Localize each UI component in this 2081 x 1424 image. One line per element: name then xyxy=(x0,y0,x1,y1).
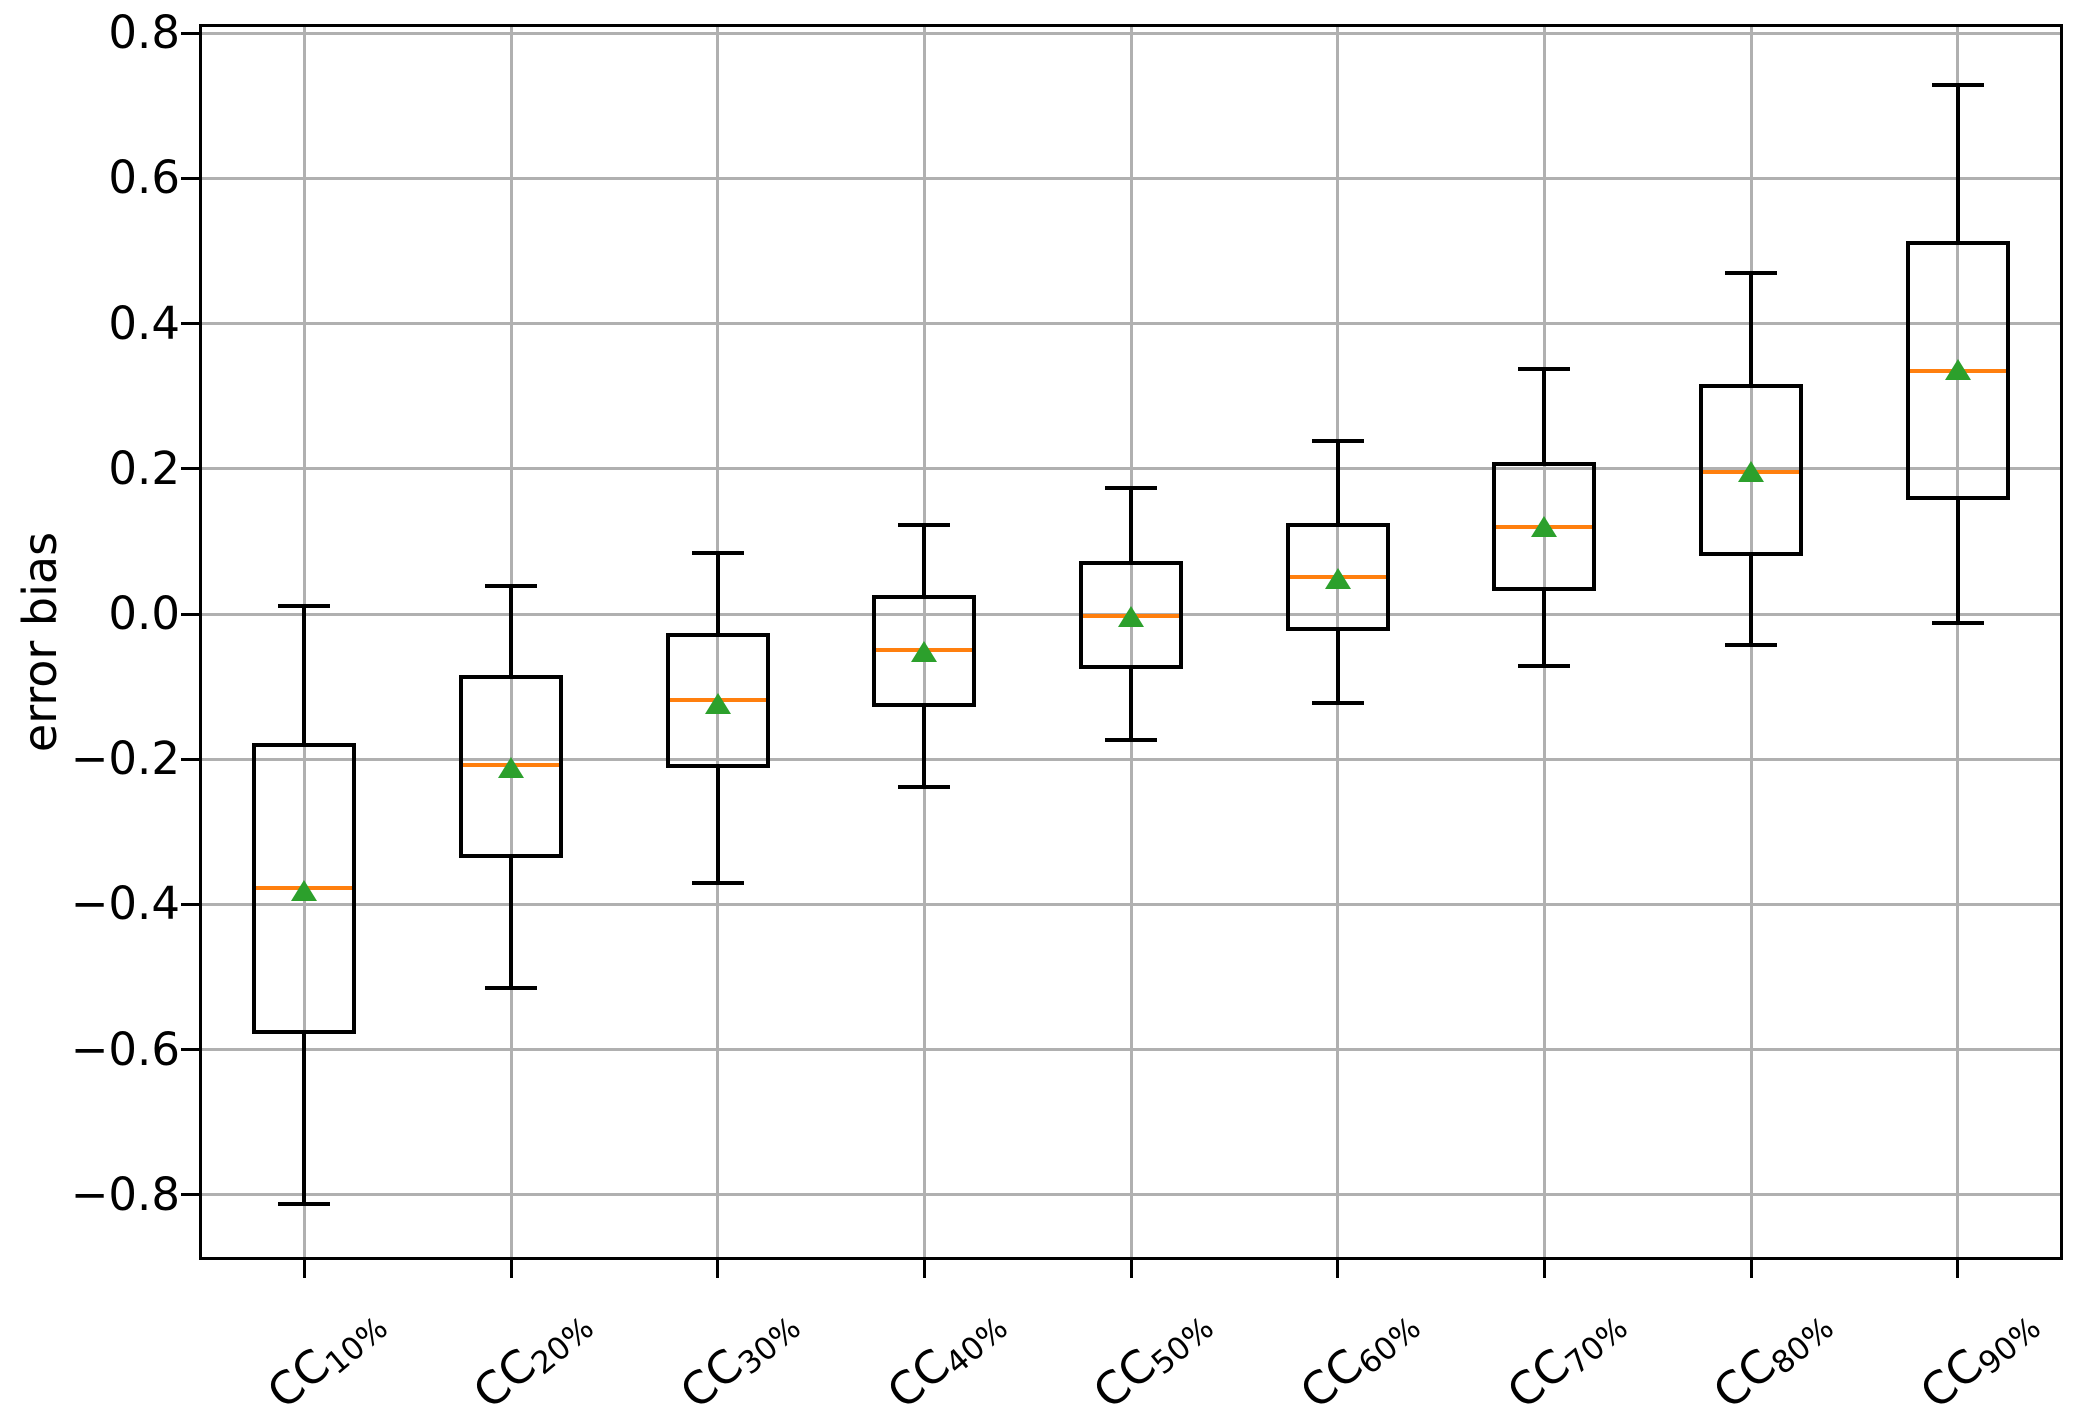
y-tickmark xyxy=(181,757,201,761)
box-CC80%-upper-cap xyxy=(1725,270,1777,275)
x-tick-label-text: CC60% xyxy=(1290,1310,1428,1420)
box-CC40%-upper-whisker xyxy=(922,525,927,598)
y-tick-label: 0.4 xyxy=(108,296,180,350)
box-CC50%-mean-marker xyxy=(1118,606,1144,628)
axis-spine-bottom xyxy=(199,1257,2063,1260)
x-tick-label-text: CC40% xyxy=(876,1310,1015,1420)
box-CC70%-lower-whisker xyxy=(1542,589,1547,666)
box-CC60%-iqr-box xyxy=(1285,523,1390,632)
box-CC60%-upper-whisker xyxy=(1335,441,1340,526)
box-CC10%-iqr-box xyxy=(252,742,357,1035)
box-CC10%-lower-whisker xyxy=(302,1032,307,1205)
x-tick-label-text: CC50% xyxy=(1083,1310,1222,1420)
x-tick-label-text: CC90% xyxy=(1910,1310,2048,1420)
y-tickmark xyxy=(181,902,201,906)
box-CC80%-lower-cap xyxy=(1725,642,1777,647)
box-CC70%-iqr-box xyxy=(1492,461,1597,592)
box-CC30%-iqr-box xyxy=(665,633,770,768)
box-CC60%-upper-cap xyxy=(1311,439,1364,444)
box-CC30%-upper-whisker xyxy=(715,553,720,636)
box-CC10%-lower-cap xyxy=(278,1202,331,1207)
y-tickmark xyxy=(181,322,201,326)
x-tick-label-text: CC70% xyxy=(1496,1310,1635,1420)
box-CC70%-upper-cap xyxy=(1518,366,1571,371)
box-CC50%-iqr-box xyxy=(1079,560,1183,670)
x-tickmark xyxy=(302,1258,306,1278)
box-CC50%-lower-cap xyxy=(1105,738,1157,743)
axis-spine-right xyxy=(2060,24,2063,1260)
y-tickmark xyxy=(181,612,201,616)
box-CC70%-lower-cap xyxy=(1518,663,1571,668)
y-tickmark xyxy=(181,176,201,180)
x-tick-label-text: CC10% xyxy=(256,1310,395,1420)
box-CC10%-upper-whisker xyxy=(302,606,307,745)
y-tickmark xyxy=(181,467,201,471)
x-tick-label-text: CC30% xyxy=(670,1310,808,1420)
x-tickmark xyxy=(716,1258,720,1278)
axis-spine-left xyxy=(199,24,202,1260)
y-tick-label: −0.2 xyxy=(70,732,180,786)
y-tick-label: 0.0 xyxy=(108,587,180,641)
box-CC30%-lower-whisker xyxy=(715,765,720,884)
y-tick-label: 0.8 xyxy=(108,6,180,60)
box-CC10%-mean-marker xyxy=(291,879,318,901)
x-tickmark xyxy=(922,1258,926,1278)
box-CC70%-upper-whisker xyxy=(1542,368,1547,464)
box-CC40%-mean-marker xyxy=(911,641,938,663)
y-tick-label: 0.2 xyxy=(108,441,180,495)
box-CC50%-upper-cap xyxy=(1105,485,1157,490)
box-CC20%-upper-cap xyxy=(485,583,537,588)
box-CC60%-lower-cap xyxy=(1311,700,1364,705)
box-CC20%-iqr-box xyxy=(459,675,563,858)
box-CC20%-lower-cap xyxy=(485,985,537,990)
y-tick-label: −0.8 xyxy=(70,1167,180,1221)
box-CC40%-upper-cap xyxy=(898,523,951,528)
box-CC90%-lower-whisker xyxy=(1955,497,1960,623)
box-CC30%-upper-cap xyxy=(691,551,744,556)
x-tickmark xyxy=(1336,1258,1340,1278)
y-tick-label: 0.6 xyxy=(108,151,180,205)
x-tick-label-text: CC20% xyxy=(463,1310,602,1420)
axis-spine-top xyxy=(199,24,2063,27)
box-CC20%-lower-whisker xyxy=(509,855,513,988)
box-CC50%-upper-whisker xyxy=(1129,487,1133,563)
box-CC40%-lower-cap xyxy=(898,784,951,789)
box-CC50%-lower-whisker xyxy=(1129,667,1133,741)
box-CC90%-upper-whisker xyxy=(1955,84,1960,244)
x-gridline xyxy=(1129,26,1133,1258)
box-CC30%-lower-cap xyxy=(691,881,744,886)
x-tickmark xyxy=(509,1258,513,1278)
box-CC90%-lower-cap xyxy=(1931,620,1984,625)
y-tick-label: −0.4 xyxy=(70,877,180,931)
box-CC40%-iqr-box xyxy=(872,595,977,707)
box-CC80%-upper-whisker xyxy=(1749,272,1753,387)
x-tickmark xyxy=(1542,1258,1546,1278)
x-tickmark xyxy=(1129,1258,1133,1278)
box-CC80%-mean-marker xyxy=(1738,461,1764,483)
box-CC40%-lower-whisker xyxy=(922,704,927,787)
box-CC70%-mean-marker xyxy=(1531,516,1558,538)
x-tickmark xyxy=(1749,1258,1753,1278)
box-CC90%-iqr-box xyxy=(1905,241,2010,500)
x-gridline xyxy=(716,26,720,1258)
box-CC60%-mean-marker xyxy=(1324,567,1351,589)
box-CC90%-upper-cap xyxy=(1931,82,1984,87)
box-CC90%-mean-marker xyxy=(1944,359,1971,381)
box-CC60%-lower-whisker xyxy=(1335,629,1340,703)
box-CC30%-mean-marker xyxy=(704,692,731,714)
y-tick-label: −0.6 xyxy=(70,1022,180,1076)
box-CC80%-lower-whisker xyxy=(1749,553,1753,645)
y-tickmark xyxy=(181,1048,201,1052)
box-CC20%-upper-whisker xyxy=(509,585,513,678)
y-tickmark xyxy=(181,31,201,35)
x-gridline xyxy=(1956,26,1960,1258)
x-tick-label-text: CC80% xyxy=(1703,1310,1842,1420)
x-tickmark xyxy=(1956,1258,1960,1278)
box-CC20%-mean-marker xyxy=(498,756,524,778)
box-CC80%-iqr-box xyxy=(1699,384,1803,556)
y-tickmark xyxy=(181,1193,201,1197)
box-CC10%-upper-cap xyxy=(278,604,331,609)
